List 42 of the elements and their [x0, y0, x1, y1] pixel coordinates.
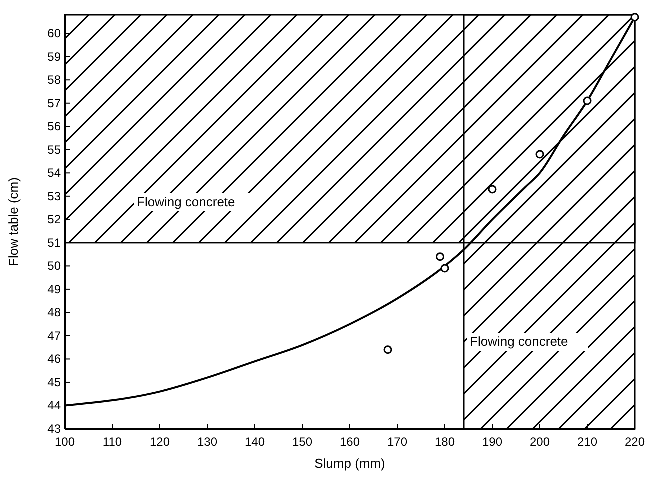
band-label: Flowing concrete	[470, 334, 568, 350]
x-tick-label: 150	[292, 435, 313, 449]
y-tick-label: 58	[48, 73, 62, 88]
point	[384, 346, 392, 354]
x-tick-label: 180	[434, 435, 456, 449]
y-tick-label: 51	[48, 236, 62, 250]
x-tick-label: 200	[530, 435, 550, 449]
point	[536, 150, 544, 159]
y-tick-label: 60	[48, 26, 62, 41]
y-tick-label: 48	[48, 306, 62, 320]
point	[436, 252, 444, 262]
y-tick-label: 44	[48, 398, 62, 413]
y-tick-label: 49	[48, 282, 62, 296]
y-tick-label: 46	[48, 352, 62, 366]
point	[630, 13, 640, 22]
y-tick-label: 57	[48, 96, 62, 110]
y-tick-label: 55	[48, 142, 62, 157]
x-tick-label: 220	[624, 435, 646, 449]
y-tick-label: 56	[48, 120, 62, 134]
x-tick-label: 110	[102, 435, 122, 449]
y-tick-label: 43	[48, 422, 62, 436]
y-tick-label: 45	[48, 375, 62, 390]
x-tick-label: 130	[197, 435, 218, 449]
x-tick-label: 210	[577, 435, 598, 449]
x-tick-label: 140	[244, 435, 266, 449]
band-label: Flowing concrete	[137, 194, 236, 210]
x-tick-label: 100	[54, 435, 76, 449]
y-tick-label: 50	[48, 259, 62, 274]
point	[440, 264, 450, 273]
y-tick-label: 59	[48, 50, 62, 64]
y-axis-title: Flow table (cm)	[6, 178, 21, 266]
point	[583, 96, 592, 106]
y-tick-label: 52	[48, 212, 62, 227]
y-tick-label: 47	[48, 328, 62, 343]
x-axis-title: Slump (mm)	[314, 456, 386, 471]
x-tick-label: 160	[340, 435, 360, 449]
x-tick-label: 190	[482, 435, 503, 449]
y-tick-label: 54	[48, 166, 62, 180]
y-tick-label: 53	[48, 189, 62, 204]
x-tick-label: 170	[387, 435, 408, 449]
point	[488, 185, 497, 194]
x-tick-label: 120	[150, 435, 170, 449]
